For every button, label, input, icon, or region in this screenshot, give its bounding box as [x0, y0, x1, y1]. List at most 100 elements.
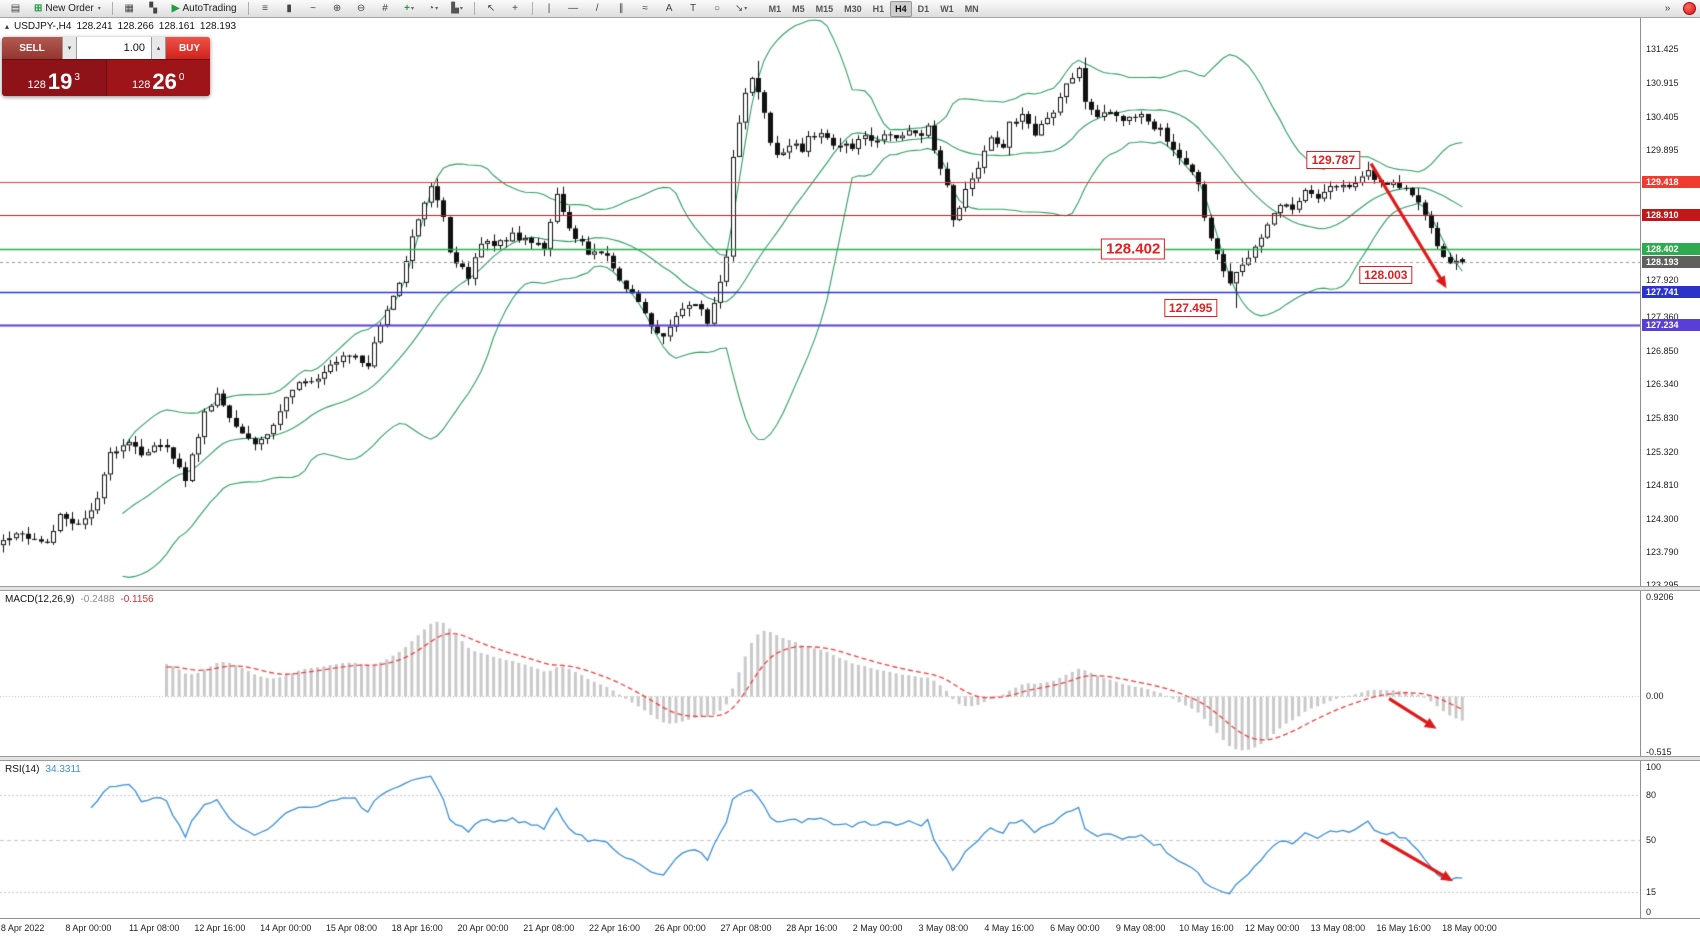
crosshair-icon[interactable]: + — [512, 2, 518, 14]
macd-label: MACD(12,26,9) -0.2488 -0.1156 — [5, 594, 154, 605]
time-axis-label: 12 May 00:00 — [1244, 923, 1300, 933]
sell-button[interactable]: SELL — [2, 37, 62, 59]
sell-price-pip: 3 — [74, 72, 80, 83]
time-axis-label: 12 Apr 16:00 — [194, 923, 246, 933]
dropdown-caret-icon: ▾ — [459, 5, 463, 12]
time-axis-label: 13 May 08:00 — [1310, 923, 1366, 933]
symbol-timeframe-label: USDJPY-,H4 — [14, 21, 72, 32]
buy-button[interactable]: BUY — [166, 37, 210, 59]
toolbar-separator — [247, 2, 249, 15]
timeframe-d1[interactable]: D1 — [917, 3, 930, 14]
time-axis-label: 8 Apr 00:00 — [65, 923, 112, 933]
shapes-icon[interactable]: ○ — [714, 2, 721, 14]
channel-icon[interactable]: ∥ — [618, 2, 624, 14]
macd-axis-label: -0.515 — [1646, 747, 1672, 757]
rsi-axis-label: 15 — [1646, 886, 1657, 897]
price-axis-label: 126.850 — [1646, 345, 1679, 356]
timeframe-m5[interactable]: M5 — [792, 3, 805, 14]
rsi-axis-label: 100 — [1646, 762, 1662, 772]
time-axis-label: 18 Apr 16:00 — [391, 923, 443, 933]
arrows-tool-button[interactable]: ↘ ▾ — [730, 0, 753, 17]
time-axis-label: 16 May 16:00 — [1376, 923, 1431, 933]
new-order-button[interactable]: ⊞ New Order ▾ — [28, 0, 107, 17]
macd-panel-canvas[interactable] — [0, 591, 1640, 758]
ohlc-high: 128.266 — [117, 21, 154, 32]
time-axis-label: 15 Apr 08:00 — [325, 923, 377, 933]
main-chart-canvas[interactable] — [0, 18, 1640, 588]
volume-input[interactable] — [77, 37, 151, 59]
profiles-icon[interactable]: ▦ — [124, 2, 134, 14]
period-clock-icon: ◔ — [428, 2, 435, 14]
buy-price[interactable]: 128 26 0 — [105, 60, 210, 96]
timeframe-w1[interactable]: W1 — [940, 3, 954, 14]
cursor-icon[interactable]: ↖ — [486, 2, 496, 14]
toolbar: ▤ ⊞ New Order ▾ ▦ ▚ ▶ AutoTrading ≡ ▮ ~ … — [0, 0, 1700, 18]
notification-badge-icon[interactable] — [1683, 2, 1696, 15]
timeframe-mn[interactable]: MN — [964, 3, 979, 14]
time-axis[interactable]: 8 Apr 2022 8 Apr 00:00 11 Apr 08:00 12 Apr … — [0, 918, 1700, 943]
sell-price[interactable]: 128 19 3 — [2, 60, 106, 96]
panel-separator[interactable] — [0, 586, 1700, 591]
price-annotation[interactable]: 128.003 — [1359, 265, 1413, 284]
vertical-line-icon[interactable]: | — [547, 2, 551, 14]
volume-down-button[interactable]: ▾ — [62, 37, 77, 59]
collapse-panel-icon[interactable]: ▴ — [5, 22, 10, 31]
rsi-axis[interactable]: 100 80 50 15 0 — [1640, 761, 1700, 918]
price-axis-label: 125.830 — [1646, 412, 1679, 423]
chart-shift-icon[interactable]: » — [1664, 2, 1671, 14]
volume-up-button[interactable]: ▴ — [151, 37, 166, 59]
grid-icon[interactable]: # — [382, 2, 388, 14]
time-axis-label: 6 May 00:00 — [1050, 923, 1100, 933]
price-axis[interactable]: 131.425 130.915 130.405 129.895 127.920 127.3… — [1640, 18, 1700, 590]
autotrading-button[interactable]: ▶ AutoTrading — [166, 0, 243, 17]
timeframe-h4[interactable]: H4 — [890, 0, 912, 17]
toolbar-separator — [473, 2, 475, 15]
label-icon[interactable]: T — [690, 2, 697, 14]
new-order-label: New Order — [45, 2, 94, 14]
price-annotation[interactable]: 128.402 — [1101, 238, 1166, 260]
trendline-icon[interactable]: / — [595, 2, 599, 14]
rsi-name: RSI(14) — [5, 764, 40, 775]
price-annotation[interactable]: 129.787 — [1306, 150, 1361, 169]
dropdown-caret-icon: ▾ — [97, 5, 101, 12]
tile-windows-icon[interactable]: ▚ — [149, 2, 158, 14]
price-axis-label: 125.320 — [1646, 446, 1679, 457]
price-line-badge: 129.418 — [1642, 175, 1700, 188]
horizontal-line-icon[interactable]: — — [568, 2, 579, 14]
zoom-in-icon[interactable]: ⊕ — [332, 2, 342, 14]
timeframe-h1[interactable]: H1 — [872, 3, 885, 14]
fibonacci-icon[interactable]: ≈ — [642, 2, 648, 14]
price-line-badge: 127.741 — [1642, 286, 1700, 299]
text-icon[interactable]: A — [665, 2, 673, 14]
time-axis-label: 20 Apr 00:00 — [457, 923, 509, 933]
time-axis-label: 18 May 00:00 — [1442, 923, 1497, 933]
macd-axis[interactable]: 0.9206 0.00 -0.515 — [1640, 591, 1700, 758]
toolbar-separator — [531, 2, 533, 15]
timeframe-m15[interactable]: M15 — [815, 3, 834, 14]
buy-price-base: 128 — [132, 79, 151, 91]
candlestick-chart-icon[interactable]: ▮ — [286, 2, 292, 14]
timeframe-m30[interactable]: M30 — [844, 3, 862, 14]
rsi-axis-label: 50 — [1646, 834, 1657, 845]
time-axis-label: 22 Apr 16:00 — [588, 923, 641, 933]
dropdown-caret-icon: ▾ — [435, 5, 439, 12]
macd-name: MACD(12,26,9) — [5, 594, 75, 605]
price-line-badge: 128.910 — [1642, 209, 1700, 222]
rsi-panel-canvas[interactable] — [0, 761, 1640, 918]
sell-price-base: 128 — [27, 79, 46, 91]
period-clock-button[interactable]: ◔ ▾ — [422, 0, 445, 17]
templates-button[interactable]: ▙ ▾ — [446, 0, 469, 17]
price-annotation[interactable]: 127.495 — [1163, 298, 1218, 317]
panel-separator[interactable] — [0, 756, 1700, 761]
buy-price-big: 26 — [152, 69, 177, 94]
price-line-badge: 128.402 — [1642, 242, 1700, 255]
price-line-badge: 127.234 — [1642, 319, 1700, 332]
bar-chart-icon[interactable]: ≡ — [262, 2, 268, 14]
zoom-out-icon[interactable]: ⊖ — [356, 2, 366, 14]
line-chart-icon[interactable]: ~ — [310, 2, 316, 14]
new-chart-icon[interactable]: ▤ — [10, 2, 21, 14]
timeframe-m1[interactable]: M1 — [768, 3, 782, 14]
time-axis-label: 9 May 08:00 — [1115, 923, 1166, 933]
one-click-trading-panel: SELL ▾ ▴ BUY 128 19 3 128 26 0 — [2, 37, 210, 96]
indicators-add-button[interactable]: + ▾ — [398, 0, 421, 17]
